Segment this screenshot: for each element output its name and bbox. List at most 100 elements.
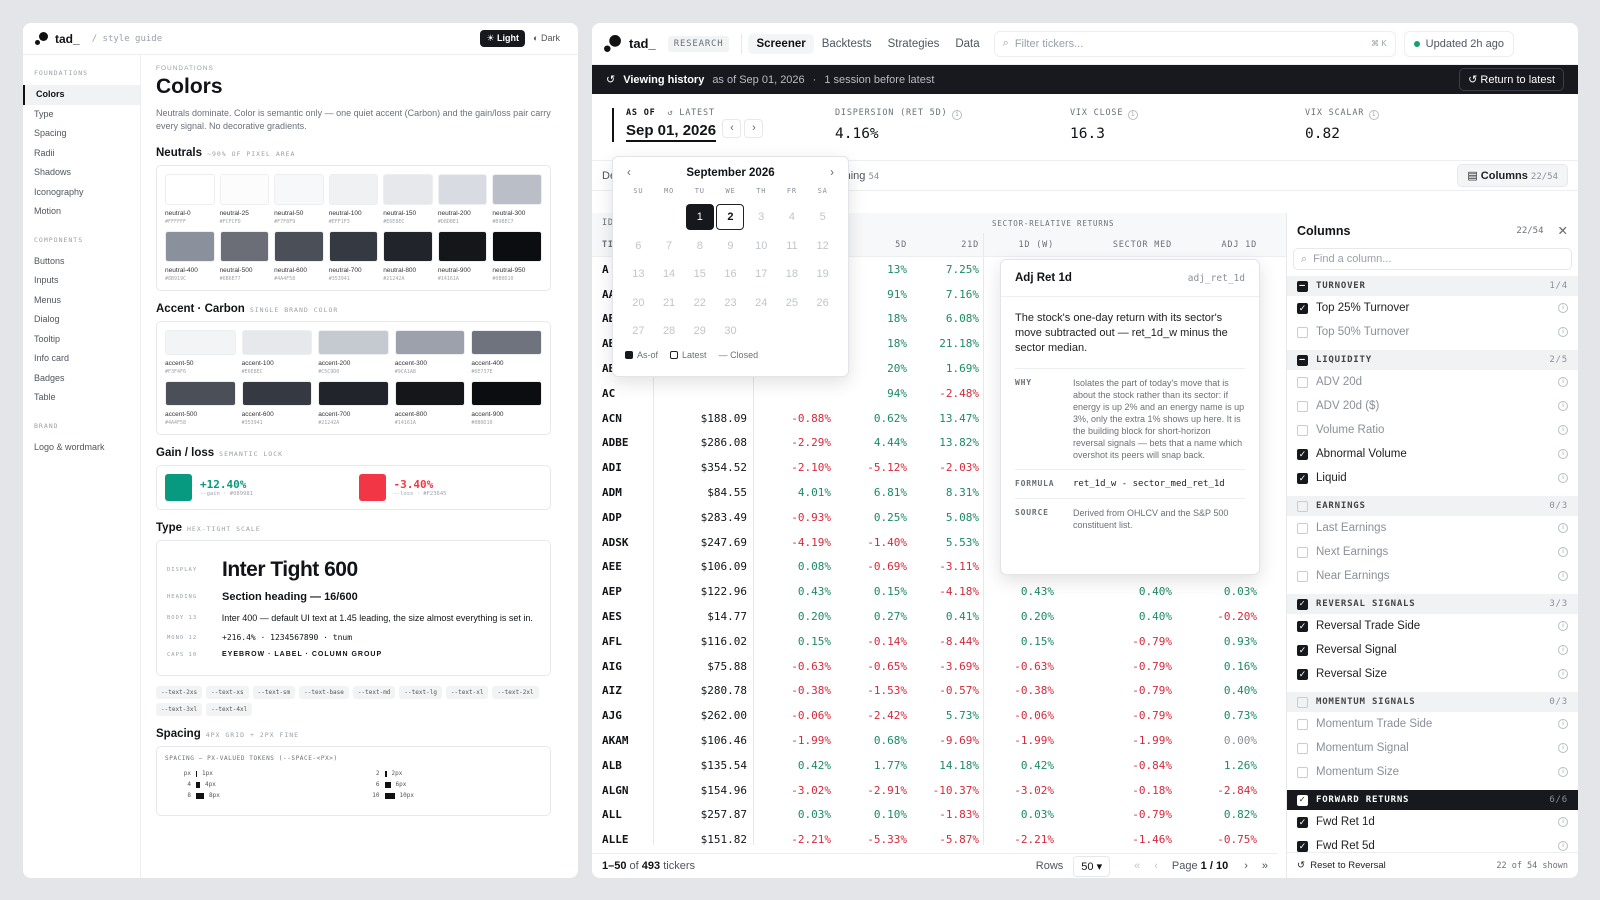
calendar-day[interactable]: 5 <box>819 211 826 223</box>
column-option[interactable]: ✓ Reversal Size i <box>1287 662 1578 686</box>
column-group[interactable]: ✓ FORWARD RETURNS 6/6 <box>1287 790 1578 810</box>
nav-item[interactable]: Info card <box>34 353 70 363</box>
table-row[interactable]: AB 18% 21.18% <box>592 331 1292 357</box>
calendar-day[interactable]: 16 <box>724 268 737 280</box>
column-option[interactable]: Last Earnings i <box>1287 516 1578 540</box>
table-row[interactable]: AES $14.77 0.20% 0.27% 0.41% 0.20% 0.40% -0.20% <box>592 604 1292 629</box>
tab-screener[interactable]: Screener <box>748 33 814 54</box>
table-row[interactable]: ADBE $286.08 -2.29% 4.44% 13.82% <box>592 430 1292 456</box>
next-month-button[interactable]: › <box>830 167 834 179</box>
columns-button[interactable]: ▤ Columns 22/54 <box>1457 164 1568 187</box>
close-icon[interactable]: ✕ <box>1557 224 1568 238</box>
calendar-day[interactable]: 2 <box>715 203 746 232</box>
table-row[interactable]: ADSK $247.69 -4.19% -1.40% 5.53% <box>592 529 1292 555</box>
column-option[interactable]: ✓ Liquid i <box>1287 466 1578 490</box>
nav-item[interactable]: Dialog <box>34 314 60 324</box>
prev-date-button[interactable]: ‹ <box>722 119 742 138</box>
column-option[interactable]: Momentum Signal i <box>1287 736 1578 760</box>
info-icon[interactable]: i <box>1558 547 1568 557</box>
checkbox[interactable]: ✓ <box>1297 644 1308 656</box>
column-header[interactable]: ADJ 1D <box>1221 239 1257 250</box>
checkbox[interactable]: ✓ <box>1297 668 1308 680</box>
calendar-day[interactable]: 11 <box>786 239 798 252</box>
column-option[interactable]: ✓ Reversal Trade Side i <box>1287 614 1578 638</box>
table-row[interactable]: AFL $116.02 0.15% -0.14% -8.44% 0.15% -0.79% 0.… <box>592 628 1292 654</box>
calendar-day[interactable]: 24 <box>755 296 768 309</box>
info-icon[interactable]: i <box>1369 110 1380 120</box>
column-option[interactable]: Top 50% Turnover i <box>1287 320 1578 344</box>
calendar-day[interactable]: 30 <box>724 325 737 337</box>
column-group[interactable]: ✓ REVERSAL SIGNALS 3/3 <box>1287 594 1578 614</box>
info-icon[interactable]: i <box>1558 669 1568 679</box>
table-row[interactable]: AIG $75.88 -0.63% -0.65% -3.69% -0.63% -0.79% 0… <box>592 653 1292 679</box>
nav-item[interactable]: Table <box>34 392 56 402</box>
table-row[interactable]: ADM $84.55 4.01% 6.81% 8.31% <box>592 480 1292 505</box>
info-icon[interactable]: i <box>1128 110 1139 120</box>
calendar-day[interactable]: 18 <box>785 268 799 280</box>
calendar-day[interactable]: 1 <box>684 203 715 232</box>
group-checkbox[interactable] <box>1297 696 1308 708</box>
ticker-filter-input[interactable]: ⌕ Filter tickers... ⌘ K <box>993 30 1396 57</box>
checkbox[interactable] <box>1297 766 1308 778</box>
calendar-day[interactable]: 27 <box>632 325 645 337</box>
table-row[interactable]: AKAM $106.46 -1.99% 0.68% -9.69% -1.99% -1.99%… <box>592 728 1292 753</box>
info-icon[interactable]: i <box>1558 401 1568 411</box>
calendar-day[interactable]: 14 <box>662 268 676 280</box>
calendar-day[interactable]: 20 <box>632 296 645 309</box>
column-header[interactable]: 5D <box>895 239 907 250</box>
table-row[interactable]: ALLE $151.82 -2.21% -5.33% -5.87% -2.21% -1.46… <box>592 827 1292 845</box>
table-row[interactable]: AJG $262.00 -0.06% -2.42% 5.73% -0.06% -0.79% 0… <box>592 703 1292 729</box>
column-option[interactable]: Momentum Size i <box>1287 760 1578 784</box>
checkbox[interactable]: ✓ <box>1297 840 1308 852</box>
calendar-day[interactable]: 22 <box>693 296 706 309</box>
next-page-button[interactable]: › <box>1244 860 1248 872</box>
info-icon[interactable]: i <box>1558 743 1568 753</box>
info-icon[interactable]: i <box>1558 523 1568 533</box>
calendar-day[interactable]: 7 <box>666 239 673 252</box>
checkbox[interactable]: ✓ <box>1297 472 1308 484</box>
nav-item[interactable]: Spacing <box>34 128 67 138</box>
column-option[interactable]: ✓ Fwd Ret 5d i <box>1287 834 1578 858</box>
calendar-day[interactable]: 9 <box>727 239 734 252</box>
info-icon[interactable]: i <box>1558 377 1568 387</box>
column-option[interactable]: ADV 20d ($) i <box>1287 394 1578 418</box>
checkbox[interactable] <box>1297 742 1308 754</box>
latest-link[interactable]: ↺ LATEST <box>667 108 715 118</box>
column-option[interactable]: Next Earnings i <box>1287 540 1578 564</box>
calendar-day[interactable]: 29 <box>693 325 706 337</box>
group-checkbox[interactable] <box>1297 500 1308 512</box>
table-row[interactable]: ACN $188.09 -0.88% 0.62% 13.47% <box>592 405 1292 431</box>
info-icon[interactable]: i <box>1558 719 1568 729</box>
info-icon[interactable]: i <box>952 110 963 120</box>
column-header[interactable]: 21D <box>907 233 984 256</box>
checkbox[interactable] <box>1297 570 1308 582</box>
column-option[interactable]: Volume Ratio i <box>1287 418 1578 442</box>
group-checkbox[interactable]: – <box>1297 280 1308 292</box>
column-option[interactable]: ✓ Top 25% Turnover i <box>1287 296 1578 320</box>
calendar-day[interactable]: 10 <box>755 239 768 252</box>
table-row[interactable]: ALGN $154.96 -3.02% -2.91% -10.37% -3.02% -0.1… <box>592 777 1292 803</box>
nav-item[interactable]: Tooltip <box>34 333 61 344</box>
column-option[interactable]: ADV 20d i <box>1287 370 1578 394</box>
column-option[interactable]: ✓ Reversal Signal i <box>1287 638 1578 662</box>
asof-date-button[interactable]: Sep 01, 2026 <box>626 122 717 142</box>
checkbox[interactable] <box>1297 546 1308 558</box>
next-date-button[interactable]: › <box>744 119 764 138</box>
checkbox[interactable]: ✓ <box>1297 620 1308 632</box>
nav-item[interactable]: Type <box>34 108 54 119</box>
info-icon[interactable]: i <box>1558 817 1568 827</box>
checkbox[interactable] <box>1297 326 1308 338</box>
group-checkbox[interactable]: ✓ <box>1297 598 1308 610</box>
checkbox[interactable] <box>1297 424 1308 436</box>
calendar-day[interactable]: 6 <box>635 239 642 252</box>
checkbox[interactable] <box>1297 400 1308 412</box>
info-icon[interactable]: i <box>1558 327 1568 337</box>
checkbox[interactable] <box>1297 522 1308 534</box>
tab-data[interactable]: Data <box>955 37 980 50</box>
table-row[interactable]: ALB $135.54 0.42% 1.77% 14.18% 0.42% -0.84% 1.2… <box>592 752 1292 778</box>
info-icon[interactable]: i <box>1558 645 1568 655</box>
checkbox[interactable]: ✓ <box>1297 816 1308 828</box>
prev-page-button[interactable]: ‹ <box>1154 860 1158 872</box>
group-checkbox[interactable]: – <box>1297 354 1308 366</box>
calendar-day[interactable]: 12 <box>816 239 829 252</box>
